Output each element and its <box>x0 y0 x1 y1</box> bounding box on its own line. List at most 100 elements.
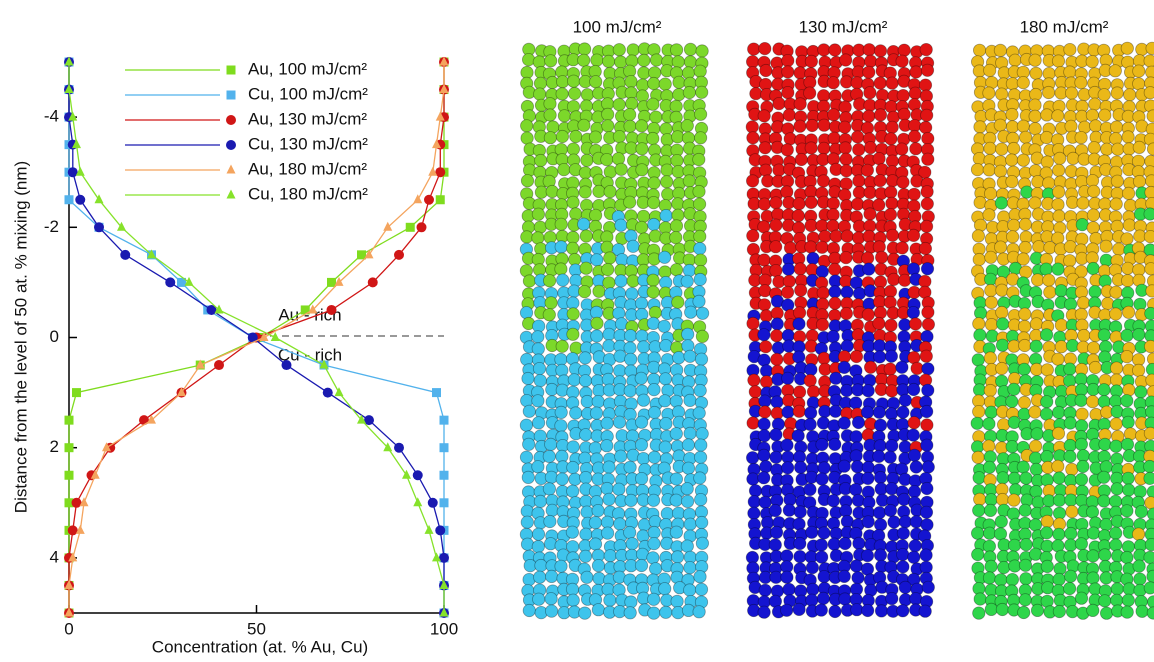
atom <box>1008 539 1020 551</box>
atom <box>1075 473 1087 485</box>
atom <box>648 537 660 549</box>
atom <box>522 372 534 384</box>
atom <box>1110 527 1122 539</box>
atom <box>995 574 1007 586</box>
atom <box>1053 605 1065 617</box>
atom <box>1132 364 1144 376</box>
atom <box>1086 506 1098 518</box>
atom <box>589 516 601 528</box>
legend-label: Cu, 100 mJ/cm² <box>248 84 368 103</box>
atom <box>602 263 614 275</box>
atom <box>1132 528 1144 540</box>
atom <box>547 121 559 133</box>
atom <box>545 570 557 582</box>
atom <box>579 607 591 619</box>
atom <box>1089 286 1101 298</box>
atom <box>556 76 568 88</box>
panel-title: 130 mJ/cm² <box>799 17 888 36</box>
atom <box>851 604 863 616</box>
atom <box>1006 78 1018 90</box>
atom <box>593 185 605 197</box>
atom <box>1135 505 1147 517</box>
atom <box>896 242 908 254</box>
atom <box>818 119 830 131</box>
atom <box>792 430 804 442</box>
atom <box>567 594 579 606</box>
atom <box>816 265 828 277</box>
atom <box>1066 463 1078 475</box>
y-tick-label: -4 <box>44 107 59 126</box>
atom <box>1111 483 1123 495</box>
atom <box>984 187 996 199</box>
atom <box>614 518 626 530</box>
atom <box>805 407 817 419</box>
atom <box>794 506 806 518</box>
atom <box>1123 484 1135 496</box>
atom <box>615 56 627 68</box>
atom <box>853 143 865 155</box>
atom <box>897 527 909 539</box>
atom <box>996 493 1008 505</box>
atom <box>920 561 932 573</box>
atom <box>1030 318 1042 330</box>
atom <box>1098 471 1110 483</box>
atom <box>1144 427 1154 439</box>
atom <box>544 109 556 121</box>
atom <box>568 374 580 386</box>
atom <box>601 417 613 429</box>
atom <box>566 526 578 538</box>
atom <box>782 462 794 474</box>
atom <box>863 44 875 56</box>
atom <box>567 308 579 320</box>
atom <box>648 607 660 619</box>
atom <box>758 472 770 484</box>
atom <box>648 361 660 373</box>
atom <box>852 494 864 506</box>
atom <box>556 130 568 142</box>
atom <box>922 318 934 330</box>
atom <box>1018 606 1030 618</box>
atom <box>886 121 898 133</box>
atom <box>635 297 647 309</box>
atom <box>693 295 705 307</box>
atom <box>671 595 683 607</box>
atom <box>985 560 997 572</box>
atom <box>1111 583 1123 595</box>
atom <box>661 176 673 188</box>
atom <box>681 275 693 287</box>
atom <box>590 76 602 88</box>
atom <box>1087 262 1099 274</box>
marker <box>413 497 422 506</box>
atom <box>578 285 590 297</box>
atom <box>522 53 534 65</box>
atom <box>602 583 614 595</box>
atom <box>1090 408 1102 420</box>
atom <box>793 405 805 417</box>
atom <box>670 264 682 276</box>
atom <box>760 310 772 322</box>
atom <box>922 132 934 144</box>
atom <box>591 54 603 66</box>
atom <box>973 253 985 265</box>
atom <box>770 526 782 538</box>
atom <box>1064 43 1076 55</box>
atom <box>578 218 590 230</box>
atom <box>1077 297 1089 309</box>
atom <box>1123 384 1135 396</box>
atom <box>647 274 659 286</box>
atom <box>694 571 706 583</box>
marker <box>323 388 333 398</box>
atom <box>682 439 694 451</box>
atom <box>604 252 616 264</box>
atom <box>1053 210 1065 222</box>
atom <box>782 372 794 384</box>
atom <box>852 572 864 584</box>
atom <box>1064 298 1076 310</box>
atom <box>1052 110 1064 122</box>
atom <box>829 297 841 309</box>
atom <box>1064 417 1076 429</box>
atom <box>1043 274 1055 286</box>
atom <box>1040 131 1052 143</box>
y-axis-label: Distance from the level of 50 at. % mixi… <box>11 161 30 513</box>
atom <box>1099 595 1111 607</box>
